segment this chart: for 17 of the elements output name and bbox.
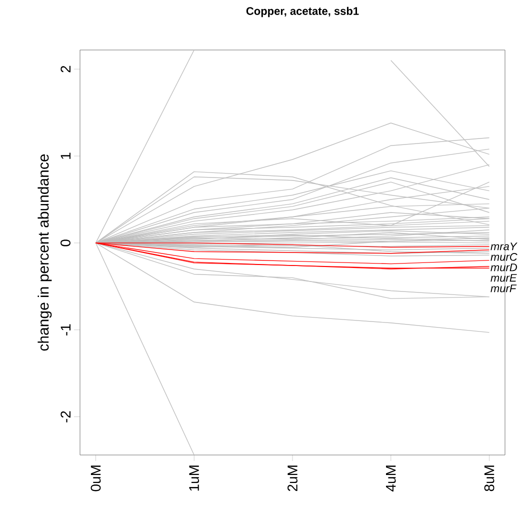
x-tick-label: 1uM [189, 466, 200, 491]
series-label: mraY [490, 242, 518, 250]
series-label: murE [490, 274, 517, 282]
y-tick-label: 0 [60, 240, 70, 246]
y-tick-label: 1 [60, 152, 70, 159]
x-tick-label: 8uM [484, 466, 494, 492]
y-tick-label: 2 [60, 66, 70, 72]
x-tick-label: 4uM [386, 466, 396, 492]
chart-title: Copper, acetate, ssb1 [246, 6, 359, 18]
series-label: murD [490, 264, 517, 272]
y-tick-label: -2 [60, 411, 70, 422]
y-tick-label: -1 [60, 324, 70, 336]
x-tick-label: 0uM [90, 466, 101, 492]
y-axis-title: change in percent abundance [38, 154, 52, 351]
x-tick-label: 2uM [288, 466, 298, 492]
series-label: murC [490, 253, 518, 261]
series-label: murF [490, 284, 517, 292]
